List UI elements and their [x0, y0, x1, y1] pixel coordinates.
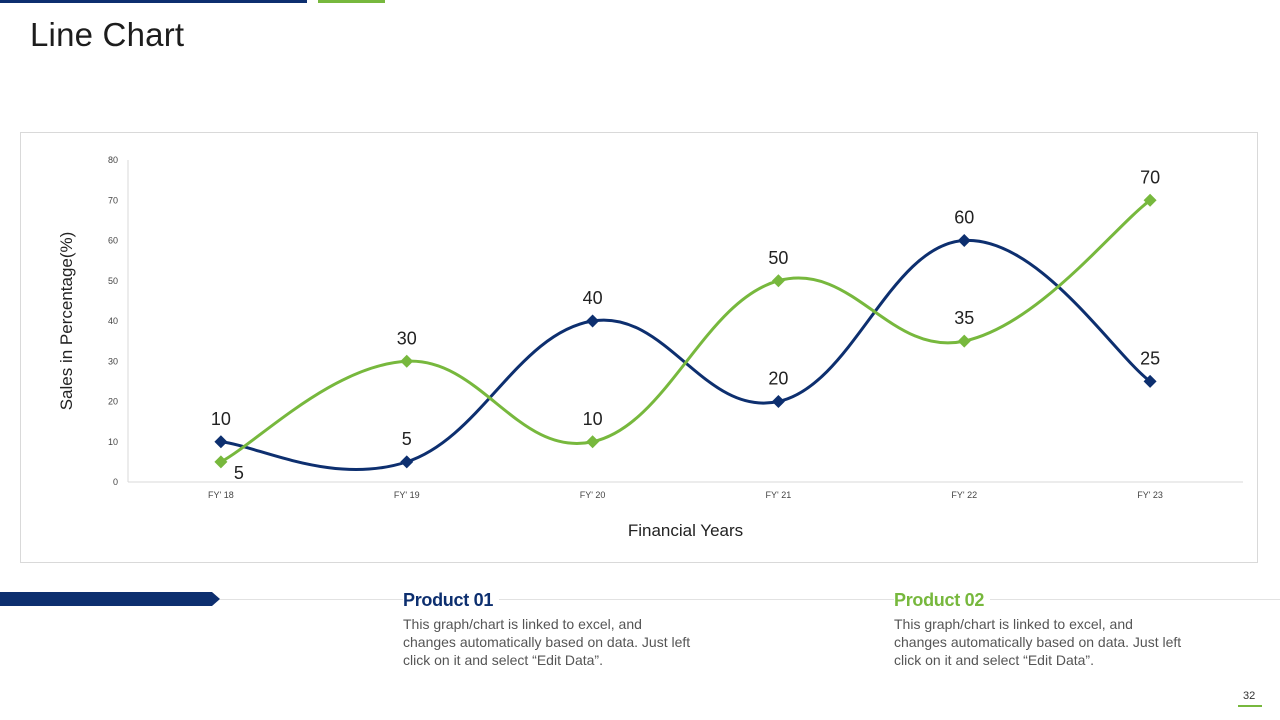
- page-number: 32: [1243, 690, 1256, 702]
- line-chart[interactable]: 0 10 20 30 40 50 60 70 80 FY' 18 FY' 19 FY' 20 FY' 2…: [21, 133, 1259, 564]
- product-01-title: Product 01: [403, 590, 500, 611]
- data-point-marker: [1143, 193, 1157, 207]
- data-point-marker: [214, 435, 228, 449]
- data-point-marker: [400, 455, 414, 469]
- data-label: 25: [1140, 348, 1160, 368]
- y-tick-label: 10: [108, 437, 118, 447]
- data-label: 30: [397, 328, 417, 348]
- y-axis-title: Sales in Percentage(%): [57, 232, 76, 411]
- y-tick-label: 80: [108, 155, 118, 165]
- y-tick-label: 60: [108, 236, 118, 246]
- x-tick-label: FY' 22: [951, 490, 977, 500]
- data-point-marker: [214, 455, 228, 469]
- top-accent-bar-green: [318, 0, 385, 3]
- data-label: 60: [954, 208, 974, 228]
- data-point-marker: [586, 435, 600, 449]
- page-number-underline: [1238, 705, 1262, 707]
- chart-frame[interactable]: 0 10 20 30 40 50 60 70 80 FY' 18 FY' 19 FY' 20 FY' 2…: [20, 132, 1258, 563]
- product-02-title: Product 02: [894, 590, 991, 611]
- x-axis-title: Financial Years: [628, 521, 743, 540]
- data-point-marker: [771, 395, 785, 408]
- divider-line: [220, 599, 1280, 600]
- slide-title: Line Chart: [30, 16, 185, 53]
- product-01-description: This graph/chart is linked to excel, and…: [403, 616, 691, 668]
- y-tick-label: 40: [108, 316, 118, 326]
- series-line-2: [220, 199, 1151, 464]
- top-accent-bar-blue: [0, 0, 307, 3]
- x-tick-label: FY' 20: [580, 490, 606, 500]
- x-tick-label: FY' 21: [766, 490, 792, 500]
- y-tick-label: 0: [113, 477, 118, 487]
- bottom-arrow-bar: [0, 592, 220, 606]
- data-label: 5: [234, 463, 244, 483]
- data-label: 10: [583, 409, 603, 429]
- data-label: 35: [954, 308, 974, 328]
- y-tick-label: 70: [108, 195, 118, 205]
- data-label: 70: [1140, 167, 1160, 187]
- data-label: 5: [402, 429, 412, 449]
- x-tick-label: FY' 23: [1137, 490, 1163, 500]
- series-line-1: [220, 238, 1151, 471]
- data-point-marker: [586, 314, 600, 328]
- y-tick-label: 30: [108, 356, 118, 366]
- data-point-marker: [957, 334, 971, 348]
- data-point-marker: [1143, 374, 1157, 388]
- data-point-marker: [957, 234, 971, 247]
- product-02-description: This graph/chart is linked to excel, and…: [894, 616, 1182, 668]
- x-tick-label: FY' 19: [394, 490, 420, 500]
- data-point-marker: [771, 274, 785, 288]
- data-label: 40: [583, 288, 603, 308]
- product-02-block: Product 02 This graph/chart is linked to…: [894, 590, 1194, 669]
- y-tick-label: 50: [108, 276, 118, 286]
- product-01-block: Product 01 This graph/chart is linked to…: [403, 590, 703, 669]
- data-point-marker: [400, 354, 414, 368]
- data-label: 50: [768, 248, 788, 268]
- data-label: 20: [768, 369, 788, 389]
- data-label: 10: [211, 409, 231, 429]
- x-tick-label: FY' 18: [208, 490, 234, 500]
- y-tick-label: 20: [108, 397, 118, 407]
